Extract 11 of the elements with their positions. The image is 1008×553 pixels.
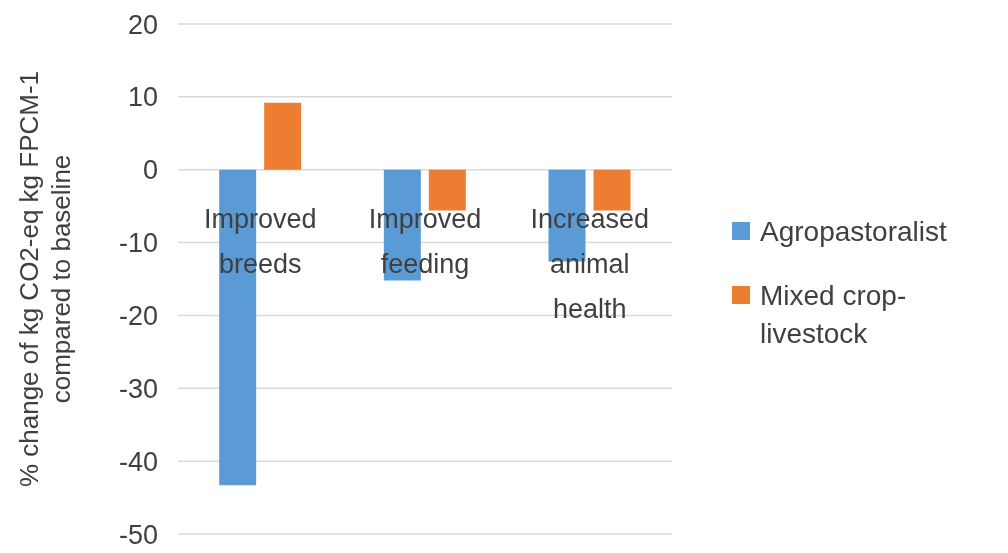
y-axis-title: % change of kg CO2-eq kg FPCM-1 compared to baseline [14,70,76,488]
y-tick-label: 20 [127,9,158,40]
legend-label: Agropastoralist [760,215,948,249]
y-tick-label: -40 [118,446,158,477]
y-tick-label: 10 [127,82,158,113]
y-tick-label: -10 [118,228,158,259]
y-tick-label: 0 [142,155,158,186]
y-tick-label: -30 [118,373,158,404]
y-tick-label: -20 [118,301,158,332]
y-tick-label: -50 [118,519,158,550]
legend-label: Mixed crop-livestock [760,279,908,351]
